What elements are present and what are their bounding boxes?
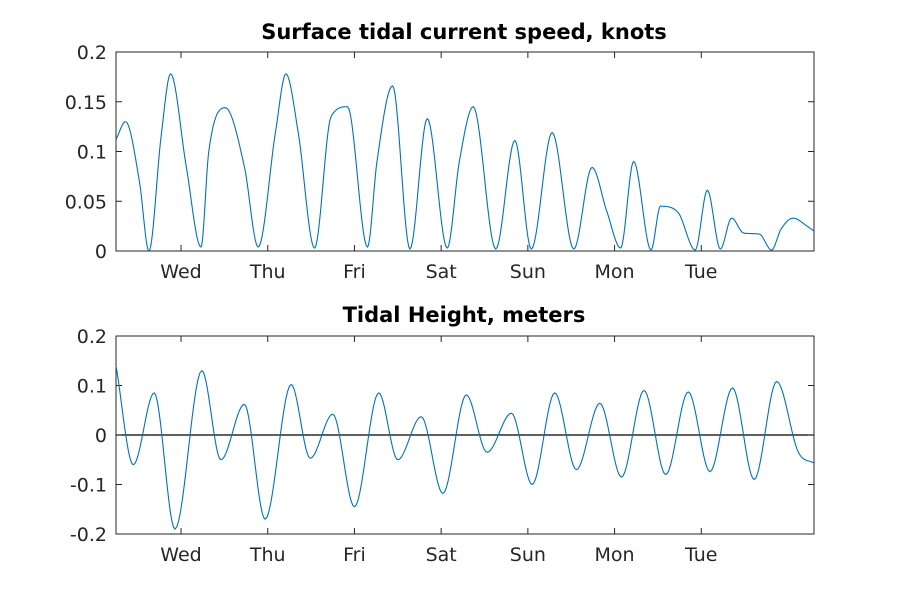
current-speed-x-tick-label: Sun [510, 261, 546, 283]
current-speed-x-tick-label: Sat [426, 261, 457, 283]
tidal-height-y-tick-label: -0.2 [70, 524, 107, 546]
tidal-height-ticks: Wed Thu Fri Sat Sun Mon Tue -0.2 -0.1 0 0.1 0.2 [70, 326, 814, 566]
tidal-height-y-tick-label: -0.1 [70, 475, 107, 497]
tidal-height-x-tick-label: Sun [510, 544, 546, 566]
tidal-height-x-tick-label: Thu [249, 544, 286, 566]
current-speed-x-tick-label: Fri [343, 261, 366, 283]
current-speed-y-tick-label: 0 [95, 241, 107, 263]
tidal-height-x-tick-label: Wed [160, 544, 201, 566]
tidal-height-x-tick-label: Mon [595, 544, 635, 566]
current-speed-ticks: Wed Thu Fri Sat Sun Mon Tue 0 0.05 0.1 0.15 0.2 [65, 42, 814, 283]
current-speed-x-tick-label: Thu [249, 261, 286, 283]
current-speed-y-tick-label: 0.05 [65, 191, 107, 213]
current-speed-series-line [115, 73, 815, 252]
current-speed-y-tick-label: 0.1 [77, 142, 107, 164]
tidal-height-series-line [115, 365, 815, 530]
tidal-height-y-tick-label: 0.1 [77, 376, 107, 398]
tidal-height-x-tick-label: Tue [684, 544, 717, 566]
current-speed-x-tick-label: Mon [595, 261, 635, 283]
current-speed-x-tick-label: Wed [160, 261, 201, 283]
tidal-height-y-tick-label: 0 [95, 425, 107, 447]
tidal-height-chart: Tidal Height, meters Wed Thu Fri Sat Sun Mon T… [70, 303, 815, 566]
current-speed-x-tick-label: Tue [684, 261, 717, 283]
tidal-height-title: Tidal Height, meters [343, 303, 586, 327]
tidal-height-y-tick-label: 0.2 [77, 326, 107, 348]
current-speed-chart: Surface tidal current speed, knots Wed Th… [65, 20, 815, 283]
current-speed-y-tick-label: 0.2 [77, 42, 107, 64]
current-speed-title: Surface tidal current speed, knots [261, 20, 667, 44]
tidal-height-x-tick-label: Fri [343, 544, 366, 566]
tidal-height-x-tick-label: Sat [426, 544, 457, 566]
current-speed-axes-box [115, 51, 815, 252]
current-speed-y-tick-label: 0.15 [65, 92, 107, 114]
